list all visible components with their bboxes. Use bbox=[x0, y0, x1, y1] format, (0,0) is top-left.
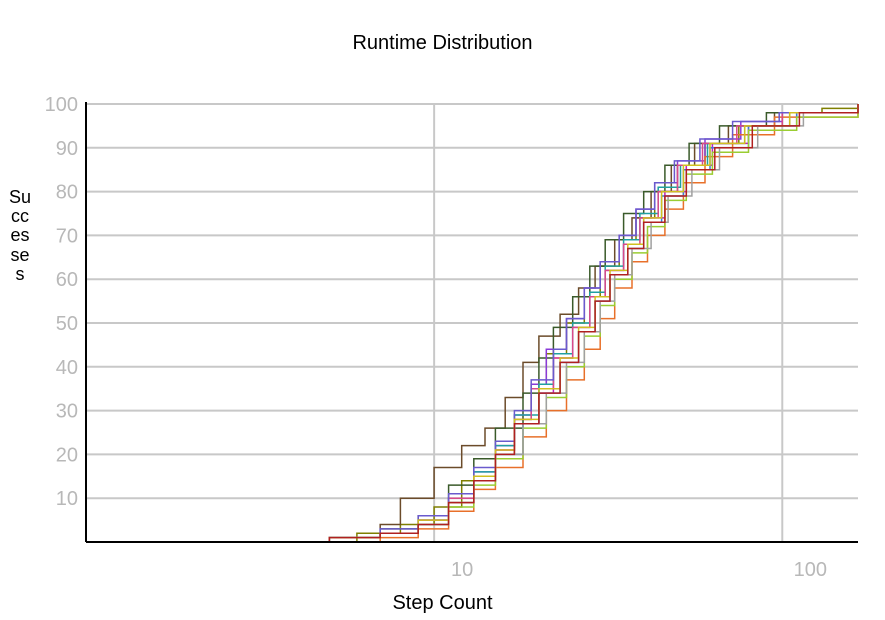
y-tick-label: 70 bbox=[56, 225, 78, 247]
x-tick-label: 10 bbox=[451, 559, 473, 581]
y-tick-label: 80 bbox=[56, 182, 78, 204]
y-axis-label: Successes bbox=[8, 187, 32, 284]
x-tick-label: 100 bbox=[794, 559, 827, 581]
y-tick-label: 100 bbox=[45, 94, 78, 116]
y-tick-label: 20 bbox=[56, 444, 78, 466]
series-line bbox=[252, 104, 859, 543]
series-line bbox=[252, 104, 859, 543]
y-tick-label: 30 bbox=[56, 401, 78, 423]
series-line bbox=[252, 104, 859, 543]
y-tick-label: 50 bbox=[56, 313, 78, 335]
chart-title: Runtime Distribution bbox=[352, 32, 533, 54]
x-axis-label: Step Count bbox=[392, 592, 493, 614]
y-tick-label: 60 bbox=[56, 269, 78, 291]
y-tick-label: 40 bbox=[56, 357, 78, 379]
series-line bbox=[252, 104, 859, 543]
y-tick-label: 90 bbox=[56, 138, 78, 160]
y-tick-label: 10 bbox=[56, 488, 78, 510]
